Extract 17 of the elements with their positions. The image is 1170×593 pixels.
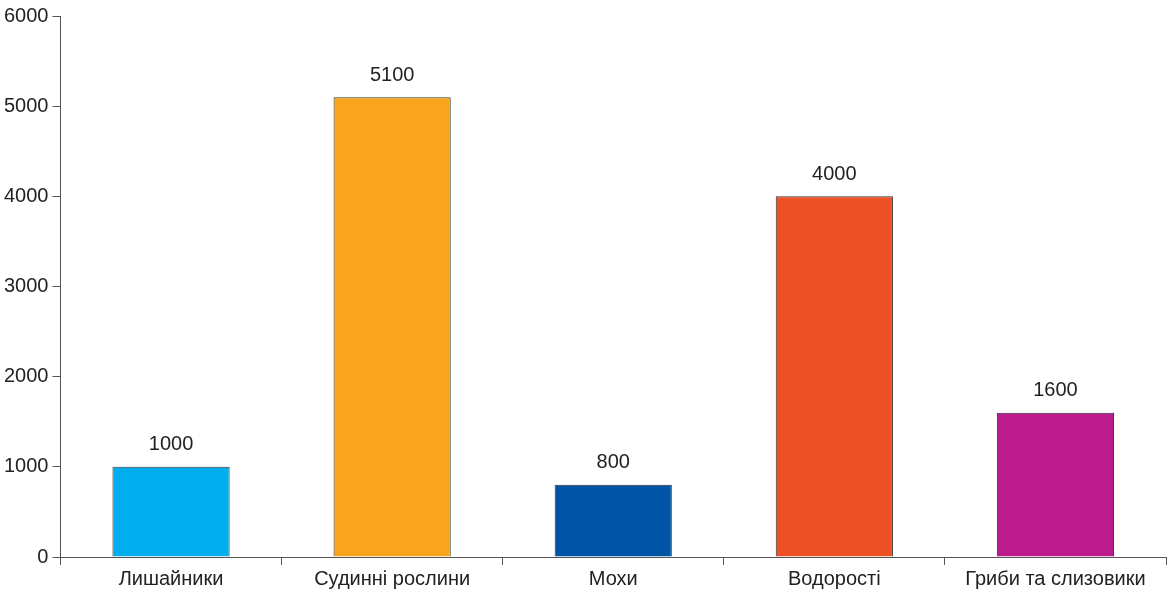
x-tick-label: Гриби та слизовики [965,566,1146,589]
data-label: 5100 [369,62,415,85]
y-tick-label: 5000 [3,93,49,116]
y-tick-label: 2000 [3,364,49,387]
data-label: 4000 [812,161,857,184]
y-tick-label: 6000 [3,3,49,26]
data-label: 1000 [148,432,194,455]
y-tick-label: 4000 [3,183,49,206]
data-label: 800 [596,450,630,473]
data-label: 1600 [1033,378,1078,401]
x-tick-label: Лишайники [118,566,224,589]
x-tick-label: Водорості [788,566,881,589]
y-tick-label: 3000 [3,274,49,297]
x-tick-label: Мохи [588,566,638,589]
x-tick-label: Судинні рослини [314,566,471,589]
y-tick-label: 1000 [3,454,49,477]
y-tick-label: 0 [37,544,49,567]
